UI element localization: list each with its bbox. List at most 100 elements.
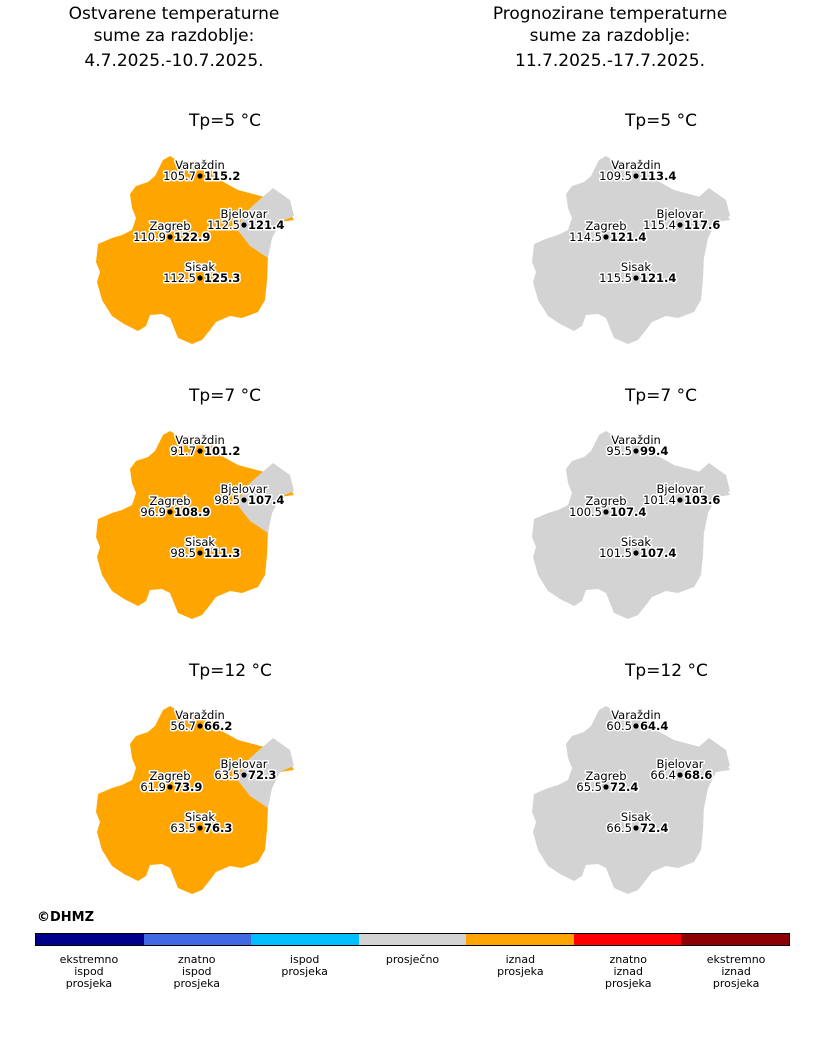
station-marker-sisak	[197, 825, 203, 831]
region-east-fill	[236, 463, 294, 533]
station-avg-bjelovar: 66.4	[650, 768, 676, 782]
region-east-fill	[236, 738, 294, 808]
station-name-zagreb: Zagreb	[585, 219, 626, 233]
station-avg-zagreb: 61.9	[140, 780, 166, 794]
region-east-fill	[672, 463, 730, 533]
station-value-zagreb: 73.9	[174, 780, 202, 794]
station-avg-zagreb: 110.9	[133, 230, 166, 244]
station-avg-sisak: 98.5	[170, 546, 196, 560]
header-forecast: Prognozirane temperaturne sume za razdob…	[450, 3, 770, 72]
station-name-bjelovar: Bjelovar	[221, 482, 268, 496]
station-value-sisak: 125.3	[204, 271, 240, 285]
station-value-varazdin: 99.4	[640, 444, 668, 458]
legend-swatch-ekstremno-ispod	[36, 934, 144, 945]
station-avg-bjelovar: 115.4	[643, 218, 676, 232]
legend-label-znatno-ispod: znatno ispod prosjeka	[173, 953, 221, 990]
station-value-sisak: 121.4	[640, 271, 676, 285]
station-value-varazdin: 113.4	[640, 169, 676, 183]
station-name-varazdin: Varaždin	[175, 708, 225, 722]
header-forecast-line-1: Prognozirane temperaturne	[492, 4, 728, 24]
station-value-zagreb: 107.4	[610, 505, 646, 519]
station-avg-varazdin: 105.7	[163, 169, 196, 183]
station-value-bjelovar: 107.4	[248, 493, 284, 507]
station-name-zagreb: Zagreb	[149, 219, 190, 233]
station-value-bjelovar: 121.4	[248, 218, 284, 232]
station-name-varazdin: Varaždin	[611, 708, 661, 722]
station-avg-zagreb: 96.9	[140, 505, 166, 519]
station-avg-varazdin: 95.5	[606, 444, 632, 458]
header-observed-line-2: sume za razdoblje:	[93, 26, 255, 46]
station-avg-sisak: 66.5	[606, 821, 632, 835]
station-name-varazdin: Varaždin	[611, 158, 661, 172]
station-name-bjelovar: Bjelovar	[221, 207, 268, 221]
station-avg-varazdin: 109.5	[599, 169, 632, 183]
station-name-bjelovar: Bjelovar	[221, 757, 268, 771]
station-marker-zagreb	[167, 234, 173, 240]
station-avg-zagreb: 114.5	[569, 230, 602, 244]
station-name-bjelovar: Bjelovar	[657, 207, 704, 221]
station-avg-bjelovar: 63.5	[214, 768, 240, 782]
station-value-varazdin: 101.2	[204, 444, 240, 458]
station-value-zagreb: 122.9	[174, 230, 210, 244]
station-value-sisak: 76.3	[204, 821, 232, 835]
copyright-label: ©DHMZ	[37, 910, 95, 925]
station-marker-sisak	[633, 550, 639, 556]
station-marker-varazdin	[633, 173, 639, 179]
station-marker-zagreb	[167, 784, 173, 790]
header-observed-line-3: 4.7.2025.-10.7.2025.	[84, 51, 264, 71]
region-fill	[532, 431, 730, 619]
station-marker-bjelovar	[241, 222, 247, 228]
station-value-bjelovar: 117.6	[684, 218, 720, 232]
station-avg-sisak: 63.5	[170, 821, 196, 835]
station-value-bjelovar: 72.3	[248, 768, 276, 782]
station-marker-bjelovar	[241, 497, 247, 503]
station-marker-sisak	[197, 275, 203, 281]
station-marker-zagreb	[603, 509, 609, 515]
region-fill	[96, 156, 294, 344]
station-marker-bjelovar	[241, 772, 247, 778]
legend-swatch-ispod	[251, 934, 359, 945]
station-name-sisak: Sisak	[621, 535, 652, 549]
legend-label-ekstremno-iznad: ekstremno iznad prosjeka	[706, 953, 766, 990]
station-avg-varazdin: 91.7	[170, 444, 196, 458]
station-marker-sisak	[633, 825, 639, 831]
station-marker-varazdin	[633, 448, 639, 454]
station-name-sisak: Sisak	[621, 260, 652, 274]
station-marker-varazdin	[197, 448, 203, 454]
map-title-forecast-tp5: Tp=5 °C	[625, 111, 698, 131]
station-value-sisak: 107.4	[640, 546, 676, 560]
legend-label-ispod: ispod prosjeka	[281, 953, 328, 978]
station-marker-bjelovar	[677, 772, 683, 778]
station-avg-zagreb: 100.5	[569, 505, 602, 519]
station-name-zagreb: Zagreb	[149, 494, 190, 508]
region-fill	[532, 156, 730, 344]
region-fill	[96, 706, 294, 894]
legend-label-prosjecno: prosječno	[385, 953, 440, 966]
station-value-varazdin: 66.2	[204, 719, 232, 733]
legend-swatch-znatno-ispod	[143, 934, 252, 945]
station-value-zagreb: 121.4	[610, 230, 646, 244]
legend-swatch-iznad	[466, 934, 574, 945]
legend-label-ekstremno-ispod: ekstremno ispod prosjeka	[59, 953, 119, 990]
map-title-observed-tp5: Tp=5 °C	[189, 111, 262, 131]
station-avg-zagreb: 65.5	[576, 780, 602, 794]
legend-swatch-prosjecno	[358, 934, 467, 945]
header-forecast-line-2: sume za razdoblje:	[529, 26, 691, 46]
station-marker-zagreb	[603, 234, 609, 240]
station-name-bjelovar: Bjelovar	[657, 482, 704, 496]
region-east-fill	[236, 188, 294, 258]
legend-swatch-ekstremno-iznad	[681, 934, 790, 945]
header-observed-line-1: Ostvarene temperaturne	[68, 4, 280, 24]
station-marker-varazdin	[197, 723, 203, 729]
region-fill	[96, 431, 294, 619]
station-name-zagreb: Zagreb	[585, 769, 626, 783]
station-name-sisak: Sisak	[185, 810, 216, 824]
station-name-varazdin: Varaždin	[611, 433, 661, 447]
station-name-bjelovar: Bjelovar	[657, 757, 704, 771]
